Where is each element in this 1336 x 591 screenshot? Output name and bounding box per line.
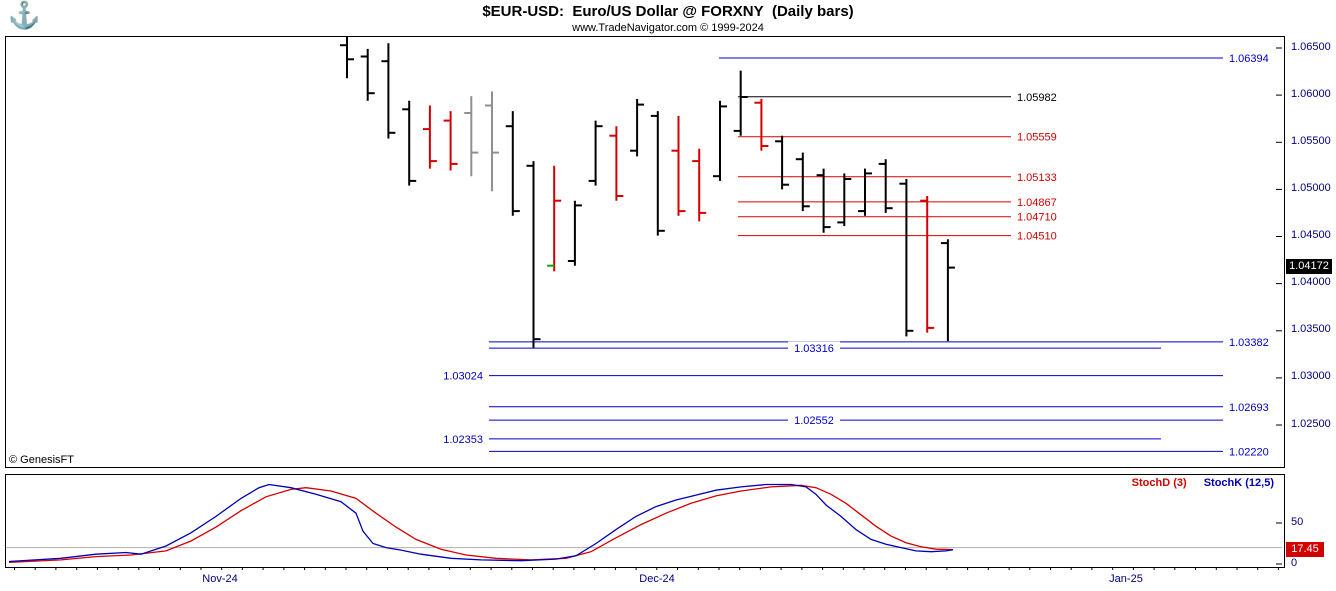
svg-text:1.03382: 1.03382: [1229, 337, 1269, 349]
time-axis-ticks: [14, 567, 1279, 570]
svg-text:1.04867: 1.04867: [1017, 197, 1057, 209]
price-axis[interactable]: 1.06500 1.06000 1.05500 1.05000 1.04500 1.040…: [1286, 36, 1336, 470]
time-axis-label: Nov-24: [202, 573, 238, 585]
time-axis-label: Dec-24: [639, 573, 675, 585]
svg-text:1.05133: 1.05133: [1017, 172, 1057, 184]
price-axis-label: 1.05500: [1291, 135, 1331, 147]
stochd-legend-label[interactable]: StochD (3): [1131, 477, 1187, 489]
level-lines: [489, 57, 1223, 452]
svg-text:1.03024: 1.03024: [443, 371, 483, 383]
ohlc-bars: [340, 37, 955, 348]
svg-text:1.05982: 1.05982: [1017, 92, 1057, 104]
svg-text:1.04510: 1.04510: [1017, 231, 1057, 243]
price-axis-label: 1.04000: [1291, 276, 1331, 288]
stochastic-panel[interactable]: StochD (3) StochK (12,5): [5, 474, 1285, 568]
price-axis-ticks: [1276, 47, 1282, 426]
price-axis-label: 1.06000: [1291, 88, 1331, 100]
stoch-axis-label: 0: [1291, 557, 1298, 569]
time-axis-label: Jan-25: [1109, 573, 1143, 585]
svg-text:1.03316: 1.03316: [794, 343, 834, 355]
stochastic-axis[interactable]: 50 0 17.45: [1286, 474, 1336, 570]
chart-subtitle: www.TradeNavigator.com © 1999-2024: [572, 22, 764, 34]
price-axis-label: 1.03500: [1291, 323, 1331, 335]
stochk-legend-label[interactable]: StochK (12,5): [1203, 477, 1274, 489]
price-axis-label: 1.04500: [1291, 229, 1331, 241]
stoch-last-value: 17.45: [1286, 542, 1324, 557]
price-axis-label: 1.06500: [1291, 41, 1331, 53]
price-axis-label: 1.05000: [1291, 182, 1331, 194]
anchor-logo-icon: ⚓: [8, 0, 41, 30]
time-axis[interactable]: Nov-24 Dec-24 Jan-25: [5, 567, 1285, 591]
stoch-axis-label: 50: [1291, 516, 1304, 528]
price-chart-canvas[interactable]: 1.06394 1.05982 1.05559 1.05133 1.04867 1.047…: [6, 37, 1282, 465]
price-chart-panel[interactable]: 1.06394 1.05982 1.05559 1.05133 1.04867 1.047…: [5, 36, 1285, 468]
svg-text:1.04710: 1.04710: [1017, 212, 1057, 224]
svg-text:1.02693: 1.02693: [1229, 402, 1269, 414]
svg-text:1.02353: 1.02353: [443, 434, 483, 446]
svg-text:1.06394: 1.06394: [1229, 53, 1269, 65]
genesisft-watermark: © GenesisFT: [9, 454, 74, 466]
level-labels: 1.06394 1.05982 1.05559 1.05133 1.04867 1.047…: [443, 53, 1269, 458]
svg-text:1.05559: 1.05559: [1017, 132, 1057, 144]
stoch-axis-ticks: [1276, 522, 1282, 565]
last-price-marker: 1.04172: [1286, 259, 1332, 274]
price-axis-label: 1.02500: [1291, 418, 1331, 430]
stochastic-legend: StochD (3) StochK (12,5): [1117, 477, 1274, 489]
stochk-line: [8, 483, 954, 563]
svg-text:1.02552: 1.02552: [794, 415, 834, 427]
chart-title: $EUR-USD: Euro/US Dollar @ FORXNY (Daily…: [482, 3, 854, 20]
svg-text:1.02220: 1.02220: [1229, 446, 1269, 458]
time-axis-ticks-canvas: [14, 567, 1279, 570]
stochastic-canvas[interactable]: [6, 475, 1282, 565]
price-axis-label: 1.03000: [1291, 370, 1331, 382]
